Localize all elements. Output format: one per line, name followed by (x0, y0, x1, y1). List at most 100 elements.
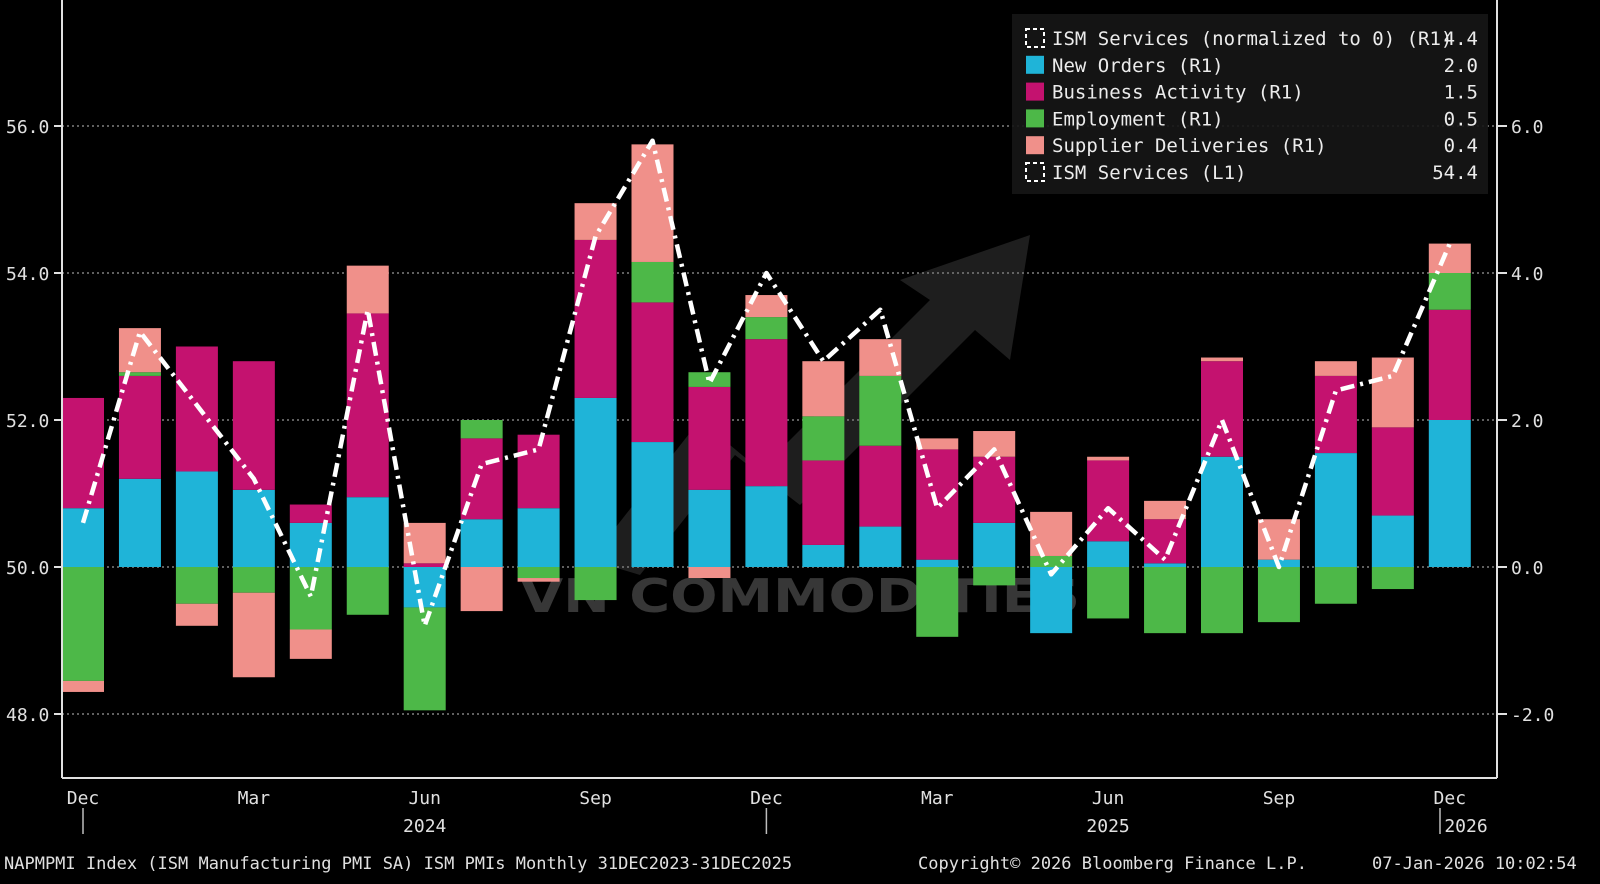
legend-label: Employment (R1) (1052, 108, 1224, 130)
bar-employment (1428, 273, 1471, 310)
bar-new-orders (973, 522, 1016, 567)
bar-business-activity (688, 386, 731, 490)
bar-employment (1257, 567, 1300, 623)
year-label: 2026 (1444, 816, 1487, 837)
bar-business-activity (1428, 309, 1471, 420)
legend-swatch (1026, 109, 1044, 128)
bar-business-activity (517, 434, 560, 509)
legend-value: 54.4 (1432, 162, 1478, 184)
bar-business-activity (175, 346, 218, 472)
bar-new-orders (574, 397, 617, 567)
bar-business-activity (973, 456, 1016, 523)
bar-employment (631, 261, 674, 303)
legend-swatch (1026, 136, 1044, 155)
bar-supplier-deliveries (745, 295, 788, 318)
bar-employment (745, 317, 788, 340)
bar-employment (973, 567, 1016, 586)
left-tick-label: 54.0 (6, 264, 49, 285)
bar-employment (1371, 567, 1414, 590)
bar-employment (574, 567, 617, 601)
right-tick-label: 2.0 (1511, 411, 1544, 432)
legend-label: Business Activity (R1) (1052, 82, 1304, 104)
bar-supplier-deliveries (973, 431, 1016, 457)
bar-new-orders (175, 471, 218, 567)
bar-business-activity (62, 397, 104, 509)
bar-supplier-deliveries (1087, 456, 1130, 461)
bar-employment (232, 567, 275, 593)
bar-business-activity (118, 375, 161, 479)
legend-value: 2.0 (1444, 55, 1478, 77)
bar-supplier-deliveries (517, 578, 560, 582)
bar-supplier-deliveries (1314, 361, 1357, 376)
bar-supplier-deliveries (346, 265, 389, 314)
x-tick-label: Mar (238, 788, 271, 809)
bar-new-orders (1201, 456, 1243, 567)
bar-supplier-deliveries (1371, 357, 1414, 428)
x-tick-label: Sep (1263, 788, 1296, 809)
left-tick-label: 56.0 (6, 117, 49, 138)
bar-business-activity (1371, 427, 1414, 516)
right-tick-label: 4.0 (1511, 264, 1544, 285)
bar-employment (1144, 567, 1187, 634)
left-tick-label: 48.0 (6, 705, 49, 726)
bar-business-activity (802, 460, 845, 545)
legend-value: 0.5 (1444, 108, 1478, 130)
bar-supplier-deliveries (1201, 357, 1243, 362)
line-ism-services (80, 138, 1452, 629)
bar-new-orders (1030, 567, 1073, 634)
bar-supplier-deliveries (1030, 511, 1073, 556)
bar-business-activity (403, 563, 446, 567)
bar-employment (289, 567, 332, 630)
bar-supplier-deliveries (574, 203, 617, 240)
bar-employment (460, 420, 503, 439)
bar-business-activity (1201, 361, 1243, 457)
bar-business-activity (232, 361, 275, 490)
bar-employment (1201, 567, 1243, 634)
x-tick-label: Dec (1434, 788, 1467, 809)
bar-new-orders (1371, 515, 1414, 567)
legend-box (1012, 14, 1488, 194)
x-tick-label: Sep (579, 788, 612, 809)
right-tick-label: -2.0 (1511, 705, 1554, 726)
bar-new-orders (1428, 420, 1471, 567)
x-tick-label: Mar (921, 788, 954, 809)
legend-swatch (1026, 55, 1044, 74)
bar-supplier-deliveries (232, 592, 275, 678)
x-tick-label: Dec (67, 788, 100, 809)
bar-supplier-deliveries (688, 567, 731, 579)
bar-new-orders (460, 519, 503, 567)
bar-employment (517, 567, 560, 579)
bar-supplier-deliveries (289, 629, 332, 659)
left-tick-label: 50.0 (6, 558, 49, 579)
right-tick-label: 0.0 (1511, 558, 1544, 579)
bar-new-orders (916, 559, 959, 567)
bar-employment (1314, 567, 1357, 604)
year-label: 2024 (403, 816, 446, 837)
legend-label: New Orders (R1) (1052, 55, 1224, 77)
bar-employment (62, 567, 104, 681)
bar-supplier-deliveries (802, 361, 845, 417)
bar-employment (1087, 567, 1130, 619)
bar-business-activity (631, 302, 674, 443)
bar-supplier-deliveries (1428, 243, 1471, 273)
bar-employment (916, 567, 959, 637)
bar-business-activity (1087, 460, 1130, 542)
bar-employment (175, 567, 218, 604)
footer-timestamp: 07-Jan-2026 10:02:54 (1372, 854, 1577, 874)
bar-employment (1030, 555, 1073, 567)
bar-new-orders (118, 478, 161, 567)
legend: ISM Services (normalized to 0) (R1)4.4 Ne… (1012, 14, 1488, 194)
year-label: 2025 (1086, 816, 1129, 837)
bar-supplier-deliveries (460, 567, 503, 612)
bar-new-orders (631, 442, 674, 567)
bar-supplier-deliveries (916, 438, 959, 450)
line-series (80, 138, 1452, 629)
bar-new-orders (232, 489, 275, 567)
bar-supplier-deliveries (1144, 500, 1187, 520)
bar-employment (346, 567, 389, 615)
bar-business-activity (859, 445, 902, 527)
legend-value: 4.4 (1444, 28, 1478, 50)
bar-new-orders (802, 544, 845, 567)
bar-employment (118, 372, 161, 376)
